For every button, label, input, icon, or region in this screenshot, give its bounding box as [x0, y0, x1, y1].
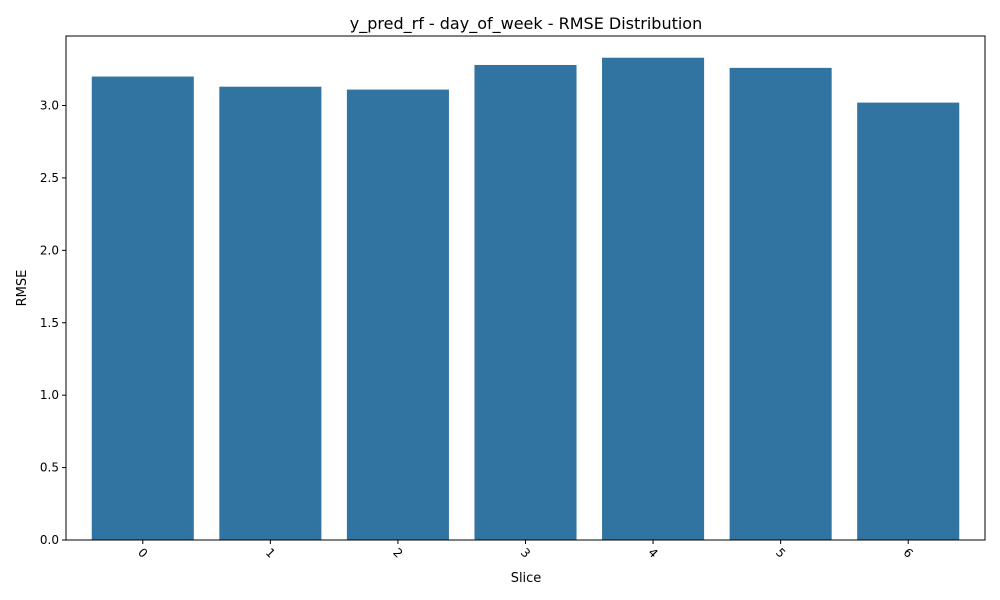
plot-frame	[65, 35, 986, 541]
x-tick-label: 5	[773, 545, 788, 560]
x-tick-label: 6	[901, 545, 916, 560]
x-tick-label: 4	[645, 545, 660, 560]
x-axis-label: Slice	[511, 571, 542, 586]
x-axis-ticks: 0 1 2 3 4 5 6	[135, 540, 916, 561]
x-tick-label: 2	[390, 545, 405, 560]
y-tick-label: 3.0	[40, 99, 59, 113]
y-tick-label: 1.0	[40, 388, 59, 402]
bar-slice-2	[346, 89, 449, 540]
bar-slice-6	[857, 102, 960, 540]
y-tick-label: 2.5	[40, 171, 59, 185]
y-tick-label: 1.5	[40, 316, 59, 330]
y-tick-label: 0.5	[40, 461, 59, 475]
bar-slice-1	[219, 86, 322, 541]
x-tick-label: 1	[263, 545, 278, 560]
y-axis-ticks: 0.0 0.5 1.0 1.5 2.0 2.5 3.0	[40, 99, 66, 547]
bars-group	[91, 57, 960, 541]
bar-slice-5	[729, 67, 832, 541]
x-tick-label: 0	[135, 545, 150, 560]
y-tick-label: 0.0	[40, 533, 59, 547]
y-tick-label: 2.0	[40, 243, 59, 257]
y-axis-label: RMSE	[15, 270, 30, 307]
bar-slice-4	[602, 57, 705, 541]
x-tick-label: 3	[518, 545, 533, 560]
chart-title: y_pred_rf - day_of_week - RMSE Distribut…	[350, 14, 702, 34]
bar-slice-0	[91, 76, 194, 540]
bar-slice-3	[474, 64, 577, 540]
